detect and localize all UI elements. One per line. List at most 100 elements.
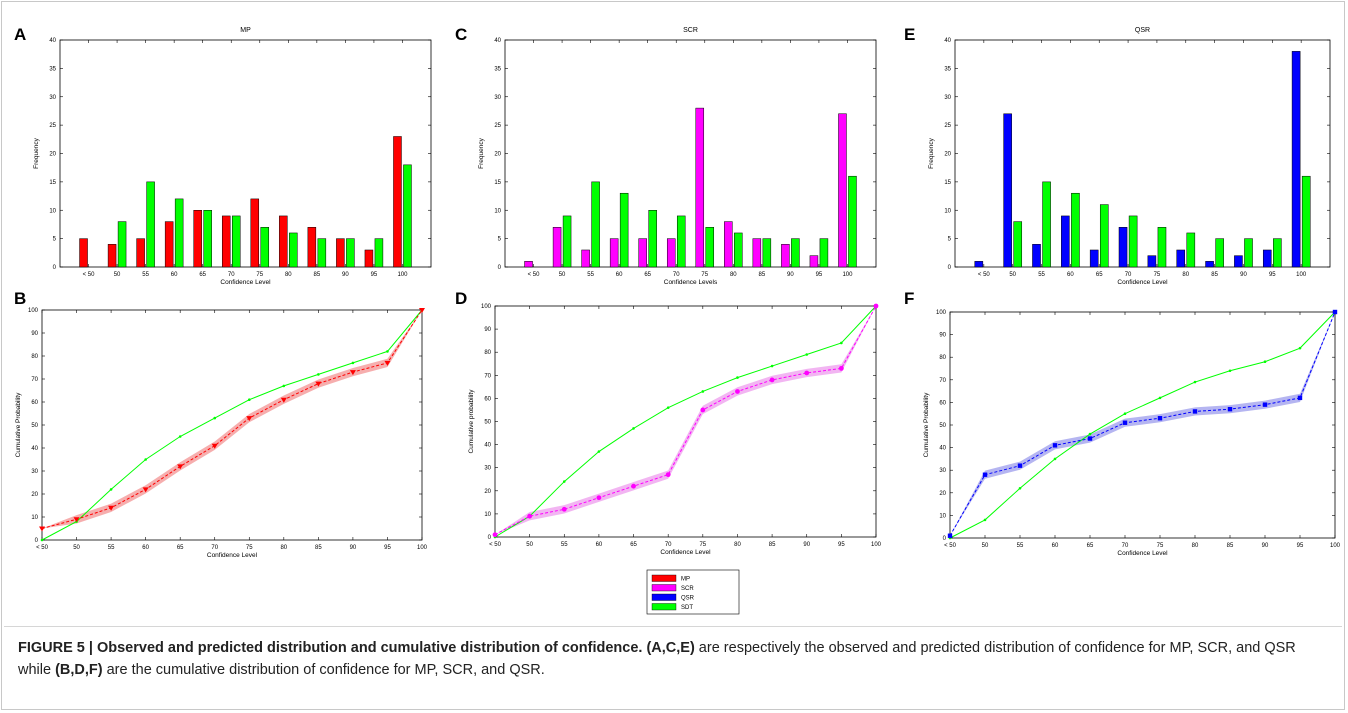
y-tick-label: 30 [31,469,38,475]
x-tick-label: < 50 [528,272,541,278]
point-sdt [666,406,670,409]
y-tick-label: 35 [49,66,56,72]
chart-title: MP [240,27,251,34]
point-sdt [597,450,601,453]
bar-sdt [146,181,155,268]
plot-area [494,305,877,538]
y-tick-label: 100 [936,310,947,316]
y-tick-label: 70 [484,373,491,379]
point-sdt [983,518,987,522]
point-sdt [282,384,286,388]
y-tick-label: 10 [49,208,56,214]
bar-mp [250,198,260,268]
bar-sdt [1071,192,1080,268]
x-axis-label: Confidence Level [220,279,271,286]
x-tick-label: 65 [1096,272,1103,278]
bar-scr [524,261,533,268]
x-tick-label: 95 [384,545,391,551]
bar-mp [193,210,202,268]
y-tick-label: 10 [494,208,501,214]
bar-scr [809,255,819,268]
x-tick-label: 80 [1192,543,1199,549]
x-tick-label: 95 [1297,543,1304,549]
bar-qsr [1032,244,1041,268]
point-sdt [770,364,774,368]
x-tick-label: 100 [1330,543,1341,549]
x-tick-label: 90 [342,272,349,278]
y-tick-label: 40 [944,38,951,44]
bar-sdt [591,181,600,268]
bar-sdt [374,238,384,268]
x-tick-label: 65 [199,272,206,278]
point-mp [142,487,149,493]
bar-qsr [974,261,984,268]
panel-letter: E [904,25,915,44]
figure-caption: FIGURE 5 | Observed and predicted distri… [18,637,1328,681]
y-tick-label: 60 [939,400,946,406]
x-tick-label: 80 [734,542,741,548]
y-axis-label: Frequency [478,137,485,168]
x-tick-label: 60 [616,272,623,278]
point-sdt [386,350,389,353]
bar-sdt [1244,238,1253,268]
x-tick-label: 75 [1154,272,1161,278]
y-tick-label: 20 [939,491,946,497]
x-tick-label: 50 [526,542,533,548]
point-sdt [247,398,251,402]
bar-qsr [1061,215,1070,268]
x-tick-label: 60 [142,545,149,551]
y-tick-label: 20 [484,489,491,495]
point-sdt [1088,432,1092,436]
series-line-sdt [494,305,877,538]
bar-sdt [1128,215,1138,268]
confidence-band [42,310,422,529]
legend-swatch-mp [651,574,677,582]
series-line-sdt [949,311,1336,539]
y-tick-label: 30 [494,95,501,101]
point-sdt [40,538,44,542]
y-tick-label: 0 [53,265,57,271]
bar-sdt [289,232,298,268]
x-tick-label: 65 [1087,543,1094,549]
y-tick-label: 25 [944,123,951,129]
bar-qsr [1003,113,1012,268]
x-tick-label: 85 [769,542,776,548]
y-tick-label: 60 [31,400,38,406]
x-tick-label: 85 [1227,543,1234,549]
point-sdt [1018,486,1022,490]
y-tick-label: 25 [49,123,56,129]
bar-sdt [346,238,355,268]
point-sdt [840,341,843,345]
bar-sdt [705,227,715,268]
bar-sdt [117,221,127,268]
point-sdt [178,435,182,438]
point-sdt [805,353,809,356]
point-sdt [213,416,217,420]
x-tick-label: 50 [559,272,566,278]
bar-mp [221,215,231,268]
x-tick-label: 90 [1240,272,1247,278]
y-tick-label: 40 [494,38,501,44]
bar-mp [136,238,145,268]
bar-sdt [1157,227,1167,268]
series-line-sdt [41,309,423,541]
y-axis-label: Cumulative probability [468,389,475,454]
point-qsr [1122,420,1128,425]
point-sdt [1053,457,1057,461]
x-tick-label: 90 [803,542,810,548]
panel-c: C SCR 0 5 10 15 20 25 30 35 40 < 50 50 55 60 65 70 75 80 85… [455,25,877,286]
y-tick-label: 35 [494,66,501,72]
panel-f: F 0 10 20 30 40 50 60 70 80 90 100 < 50 50 55 60 65 70 75 8… [904,289,1341,557]
bar-qsr [1089,249,1099,268]
bar-sdt [819,238,829,268]
y-tick-label: 20 [944,152,951,158]
point-mp [211,443,218,449]
point-qsr [1157,416,1163,421]
x-tick-label: 50 [114,272,121,278]
y-tick-label: 30 [484,466,491,472]
point-scr [561,506,567,512]
y-axis-label: Frequency [33,137,40,168]
x-tick-label: 70 [211,545,218,551]
